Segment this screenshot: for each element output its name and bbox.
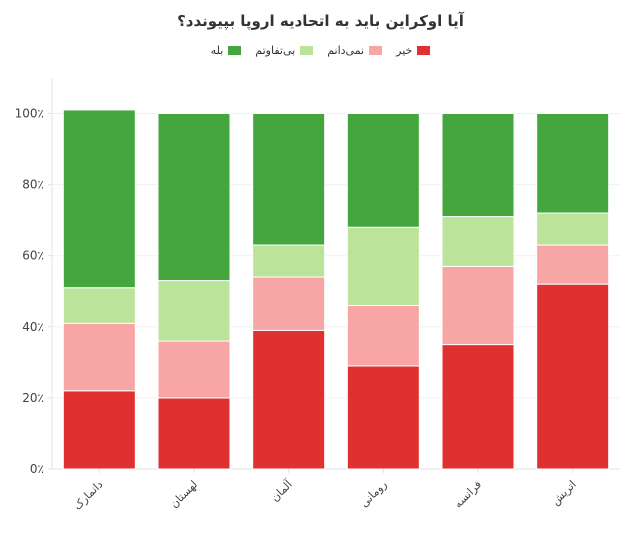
y-tick-label: 40٪: [22, 320, 44, 334]
x-tick-label: آلمان: [268, 477, 296, 505]
legend-label: بله: [210, 44, 224, 57]
legend-label: بی‌تفاوتم: [255, 44, 296, 57]
bar-segment: [441, 265, 515, 346]
legend-item[interactable]: بله: [211, 44, 242, 57]
bar-segment: [346, 226, 420, 306]
bar-segment: [346, 113, 420, 228]
y-tick-label: 0٪: [30, 462, 44, 476]
bar-segment: [62, 322, 136, 392]
y-tick-label: 100٪: [15, 107, 44, 121]
y-tick-label: 20٪: [22, 391, 44, 405]
bar-segment: [536, 113, 610, 214]
x-tick-label: فرانسه: [451, 478, 484, 511]
x-tick-label: لهستان: [168, 478, 201, 511]
bar-segment: [157, 113, 231, 282]
bar-segment: [157, 280, 231, 342]
bar-segment: [536, 244, 610, 285]
chart-title: آیا اوکراین باید به اتحادیه اروپا بپیوند…: [177, 12, 464, 30]
bar-segment: [441, 216, 515, 267]
x-tick-label: دانمارک: [71, 478, 106, 513]
bar-segment: [346, 304, 420, 367]
x-tick-label: اتریش: [549, 478, 579, 508]
bar-segment: [441, 113, 515, 218]
legend-item[interactable]: نمی‌دانم: [327, 44, 383, 57]
bar-segment: [346, 365, 420, 470]
bar-segment: [157, 340, 231, 399]
legend-swatch: [417, 46, 431, 55]
legend-swatch: [300, 46, 314, 55]
bar-segment: [252, 113, 326, 246]
y-tick-label: 80٪: [22, 178, 44, 192]
bar-segment: [62, 287, 136, 324]
legend-swatch: [369, 46, 383, 55]
bar-segment: [62, 109, 136, 289]
legend-swatch: [228, 46, 242, 55]
x-tick-label: رومانی: [358, 478, 390, 510]
y-tick-label: 60٪: [22, 249, 44, 263]
legend-label: خیر: [396, 44, 413, 57]
legend-item[interactable]: خیر: [396, 44, 431, 57]
bar-segment: [62, 390, 136, 470]
bar-segment: [536, 283, 610, 470]
legend: خیر نمی‌دانم بی‌تفاوتم بله: [0, 44, 641, 57]
bar-segment: [252, 276, 326, 331]
bar-segment: [252, 244, 326, 278]
legend-item[interactable]: بی‌تفاوتم: [255, 44, 314, 57]
bar-segment: [157, 397, 231, 470]
legend-label: نمی‌دانم: [327, 44, 365, 57]
bar-segment: [252, 329, 326, 470]
bar-segment: [536, 212, 610, 246]
bar-segment: [441, 344, 515, 470]
